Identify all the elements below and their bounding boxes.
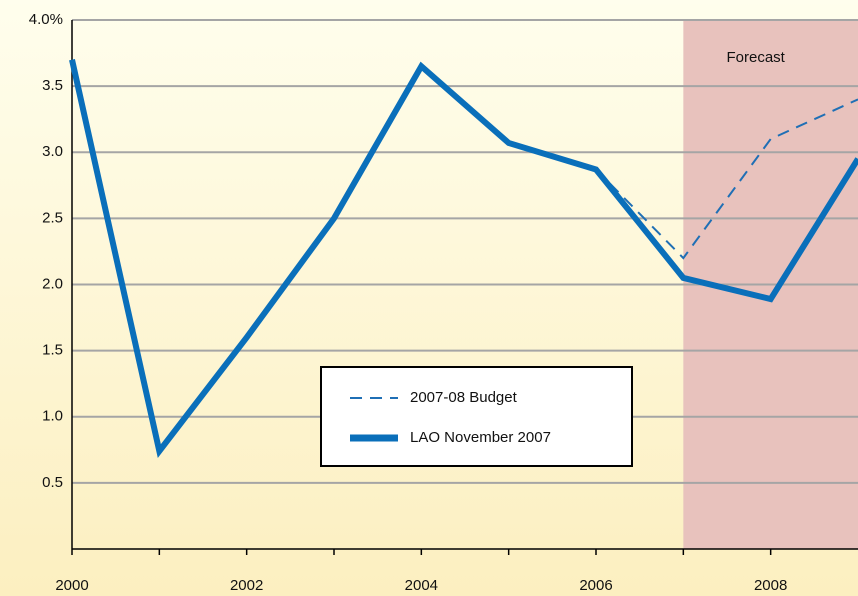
legend-label: LAO November 2007: [410, 429, 551, 446]
x-tick-label: 2002: [230, 577, 263, 594]
x-tick-label: 2004: [405, 577, 438, 594]
y-tick-label: 3.0: [42, 143, 63, 160]
y-tick-label: 2.5: [42, 209, 63, 226]
y-tick-label: 4.0%: [29, 11, 63, 28]
series-line: [595, 98, 858, 260]
y-tick-label: 3.5: [42, 77, 63, 94]
y-tick-label: 1.5: [42, 342, 63, 359]
series-line: [69, 59, 858, 459]
x-tick-label: 2000: [55, 577, 88, 594]
forecast-label: Forecast: [726, 49, 785, 66]
y-tick-label: 1.0: [42, 408, 63, 425]
x-tick-label: 2008: [754, 577, 787, 594]
y-tick-label: 2.0: [42, 275, 63, 292]
y-tick-label: 0.5: [42, 474, 63, 491]
x-tick-label: 2006: [579, 577, 612, 594]
legend: [320, 366, 633, 467]
legend-label: 2007-08 Budget: [410, 389, 518, 406]
